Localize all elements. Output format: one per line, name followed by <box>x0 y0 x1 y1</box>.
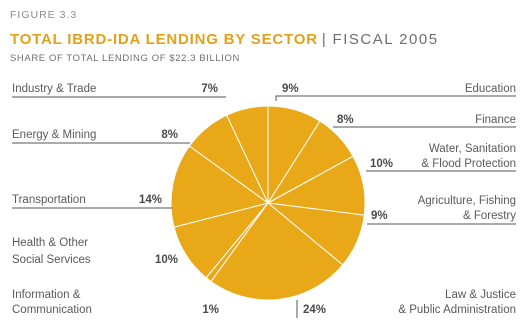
leader-lines <box>12 95 516 318</box>
fiscal-year: FISCAL 2005 <box>332 31 439 48</box>
slice-value-finance: 8% <box>337 114 354 126</box>
slice-label-finance: Finance <box>475 114 516 126</box>
slice-label-water-sanitation-and-flood-protection-line1: Water, Sanitation <box>429 143 516 155</box>
slice-label-energy-and-mining: Energy & Mining <box>12 129 96 141</box>
chart-title: TOTAL IBRD-IDA LENDING BY SECTOR <box>10 31 318 48</box>
slice-label-water-sanitation-and-flood-protection-line2: & Flood Protection <box>421 158 516 170</box>
leader-line-education <box>275 95 516 101</box>
slice-value-information-and-communication: 1% <box>202 304 219 316</box>
slice-label-information-and-communication-line1: Information & <box>12 289 81 301</box>
slice-value-law-and-justice-and-public-administration: 24% <box>303 304 326 316</box>
slice-value-energy-and-mining: 8% <box>161 129 178 141</box>
pie-slice-transportation <box>170 145 270 228</box>
slice-label-agriculture-fishing-and-forestry-line2: & Forestry <box>463 210 516 222</box>
slice-label-information-and-communication-line2: Communication <box>12 304 92 316</box>
slice-value-education: 9% <box>282 83 299 95</box>
slice-label-law-and-justice-and-public-administration-line2: & Public Administration <box>398 304 516 316</box>
chart-subtitle: SHARE OF TOTAL LENDING OF $22.3 BILLION <box>10 53 241 64</box>
slice-label-health-and-other-social-services-line1: Health & Other <box>12 237 88 249</box>
slice-label-industry-and-trade: Industry & Trade <box>12 83 96 95</box>
slice-label-transportation: Transportation <box>12 194 86 206</box>
slice-value-transportation: 14% <box>139 194 162 206</box>
title-separator: | <box>321 31 327 48</box>
slice-value-health-and-other-social-services: 10% <box>155 254 178 266</box>
slice-label-education: Education <box>465 83 516 95</box>
slice-value-agriculture-fishing-and-forestry: 9% <box>371 210 388 222</box>
slice-label-agriculture-fishing-and-forestry-line1: Agriculture, Fishing <box>418 195 516 207</box>
slice-label-health-and-other-social-services-line2: Social Services <box>12 254 91 266</box>
slice-value-industry-and-trade: 7% <box>201 83 218 95</box>
slice-label-law-and-justice-and-public-administration-line1: Law & Justice <box>445 289 516 301</box>
figure-label: FIGURE 3.3 <box>10 9 78 21</box>
chart-title-row: TOTAL IBRD-IDA LENDING BY SECTOR | FISCAL … <box>10 31 439 48</box>
pie-slice-industry-and-trade <box>226 105 269 204</box>
slice-value-water-sanitation-and-flood-protection: 10% <box>370 158 393 170</box>
pie-slices <box>170 105 366 301</box>
pie-slice-law-and-justice-and-public-administration <box>210 202 344 301</box>
slice-labels: Education 9% Finance 8% Water, Sanitation & F… <box>12 83 516 316</box>
